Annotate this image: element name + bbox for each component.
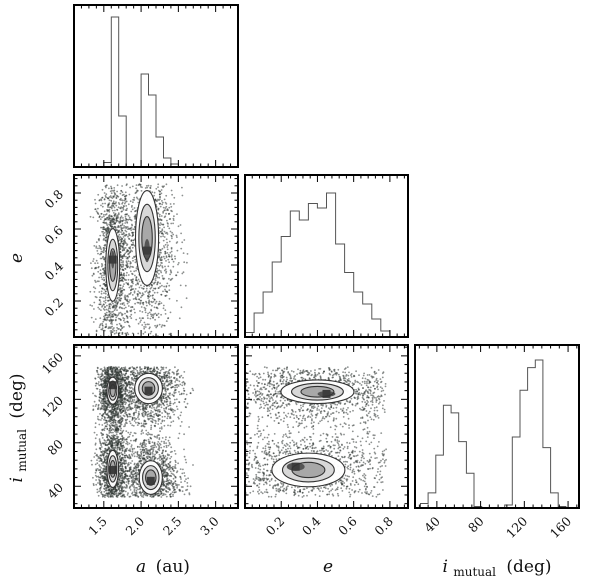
y-tick-label-i_mutual-2: 120 bbox=[39, 393, 67, 421]
y-tick-label-e-1: 0.4 bbox=[41, 258, 66, 283]
panel-frames-layer bbox=[73, 4, 580, 509]
x-tick-label-e-2: 0.6 bbox=[335, 513, 360, 538]
x-axis-label-a: a (au) bbox=[136, 557, 190, 577]
panel-frame-2-1 bbox=[244, 344, 409, 509]
contours-a-i_mutual bbox=[106, 372, 163, 495]
y-axis-label-i-mutual: i mutual (deg) bbox=[7, 374, 31, 483]
x-axis-label-i-mutual: i mutual (deg) bbox=[443, 557, 552, 581]
x-tick-label-e-0: 0.2 bbox=[263, 514, 288, 539]
x-tick-label-a-2: 2.5 bbox=[160, 514, 185, 539]
x-tick-label-i_mutual-0: 40 bbox=[421, 513, 443, 535]
y-tick-label-i_mutual-3: 160 bbox=[39, 349, 67, 377]
contours-e-i_mutual bbox=[271, 379, 355, 488]
x-tick-label-i_mutual-3: 160 bbox=[547, 513, 575, 541]
panel-frame-0-0 bbox=[73, 4, 239, 168]
x-tick-label-i_mutual-2: 120 bbox=[503, 513, 531, 541]
tick-marks-layer bbox=[73, 5, 578, 508]
panel-frame-1-1 bbox=[244, 174, 409, 338]
x-tick-label-i_mutual-1: 80 bbox=[465, 513, 487, 535]
panel-frame-2-2 bbox=[414, 344, 580, 509]
x-tick-label-e-3: 0.8 bbox=[371, 513, 396, 538]
y-tick-label-e-3: 0.8 bbox=[41, 186, 66, 211]
contour-layer bbox=[105, 190, 355, 495]
histogram-e bbox=[244, 192, 391, 337]
density-fill-layer bbox=[105, 190, 354, 495]
contours-a-e bbox=[105, 190, 160, 302]
x-axis-label-e: e bbox=[323, 557, 333, 577]
x-tick-label-a-3: 3.0 bbox=[197, 513, 222, 538]
y-tick-label-i_mutual-1: 80 bbox=[44, 436, 66, 458]
x-tick-label-a-0: 1.5 bbox=[85, 514, 110, 539]
histogram-a bbox=[103, 16, 179, 168]
y-tick-label-e-2: 0.6 bbox=[41, 222, 66, 247]
histogram-i_mutual bbox=[420, 359, 567, 509]
x-tick-label-a-1: 2.0 bbox=[123, 513, 148, 538]
y-tick-label-e-0: 0.2 bbox=[41, 295, 66, 320]
y-axis-label-e: e bbox=[7, 253, 27, 263]
x-tick-label-e-1: 0.4 bbox=[299, 513, 324, 538]
y-tick-label-i_mutual-0: 40 bbox=[44, 480, 66, 502]
